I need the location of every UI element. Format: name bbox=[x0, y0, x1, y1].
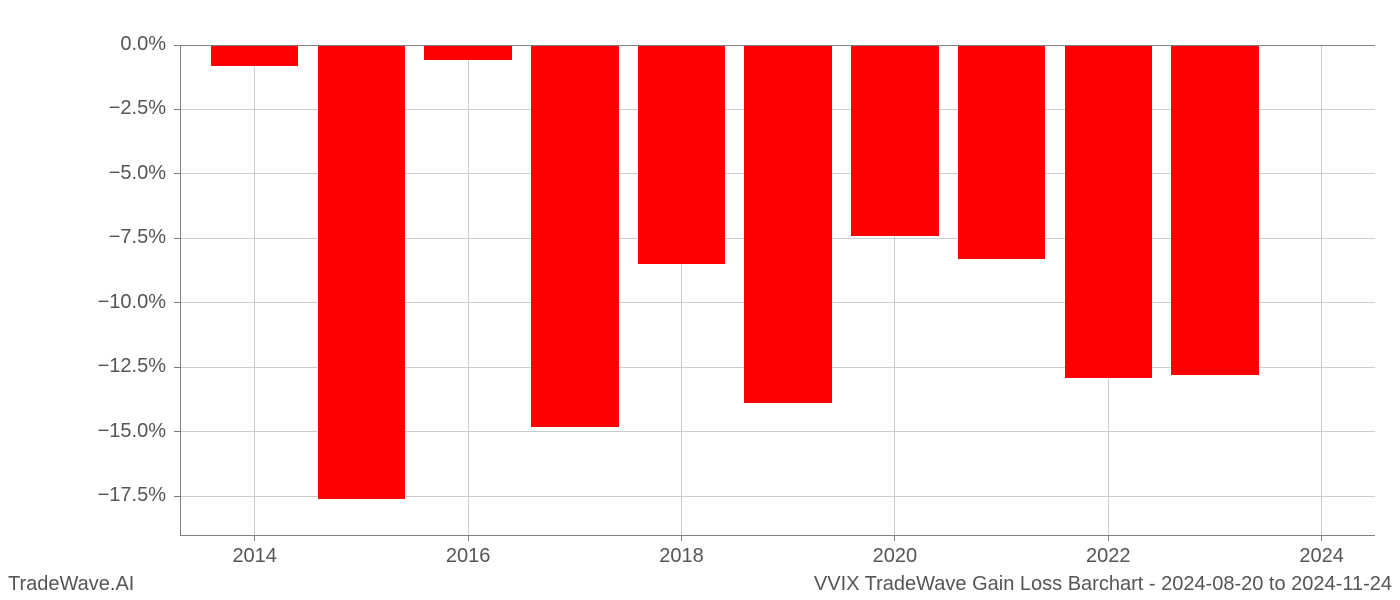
bar bbox=[211, 45, 298, 66]
x-tick-label: 2020 bbox=[873, 545, 918, 568]
bar bbox=[1171, 45, 1258, 375]
x-tick-label: 2022 bbox=[1086, 545, 1131, 568]
y-tick-label: −17.5% bbox=[0, 484, 166, 507]
footer-left: TradeWave.AI bbox=[8, 573, 134, 596]
y-tick-label: −5.0% bbox=[0, 162, 166, 185]
gridline-v bbox=[468, 45, 469, 535]
x-tick-label: 2024 bbox=[1299, 545, 1344, 568]
x-tick bbox=[894, 535, 895, 541]
bar bbox=[424, 45, 511, 60]
x-tick bbox=[254, 535, 255, 541]
footer-right: VVIX TradeWave Gain Loss Barchart - 2024… bbox=[814, 573, 1392, 596]
x-tick-label: 2018 bbox=[659, 545, 704, 568]
bar bbox=[1065, 45, 1152, 378]
y-tick-label: −10.0% bbox=[0, 291, 166, 314]
zero-line bbox=[180, 45, 1375, 46]
bar bbox=[531, 45, 618, 427]
bar bbox=[318, 45, 405, 499]
bar bbox=[744, 45, 831, 403]
y-axis-line bbox=[180, 45, 181, 535]
x-tick-label: 2016 bbox=[446, 545, 491, 568]
y-tick-label: −7.5% bbox=[0, 226, 166, 249]
gridline-v bbox=[1321, 45, 1322, 535]
gridline-v bbox=[254, 45, 255, 535]
bar bbox=[851, 45, 938, 236]
y-tick-label: −15.0% bbox=[0, 420, 166, 443]
bar bbox=[958, 45, 1045, 259]
x-tick bbox=[681, 535, 682, 541]
x-tick bbox=[1108, 535, 1109, 541]
chart-container: TradeWave.AI VVIX TradeWave Gain Loss Ba… bbox=[0, 0, 1400, 600]
x-tick bbox=[1321, 535, 1322, 541]
y-tick-label: −2.5% bbox=[0, 97, 166, 120]
y-tick-label: 0.0% bbox=[0, 33, 166, 56]
bar bbox=[638, 45, 725, 264]
y-tick-label: −12.5% bbox=[0, 355, 166, 378]
x-tick-label: 2014 bbox=[232, 545, 277, 568]
x-axis-line bbox=[180, 535, 1375, 536]
x-tick bbox=[468, 535, 469, 541]
